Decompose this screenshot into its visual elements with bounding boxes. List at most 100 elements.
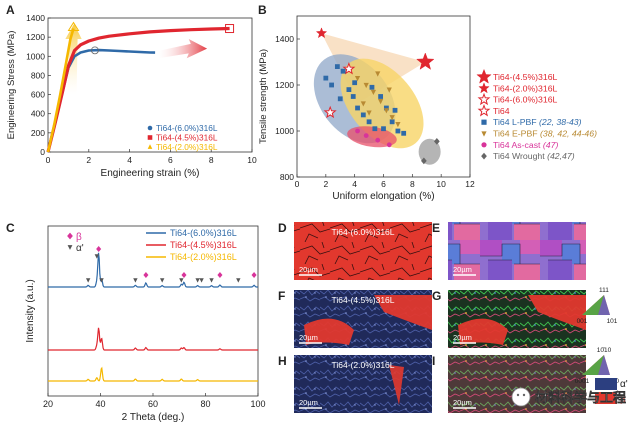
data-point (372, 126, 378, 132)
micrograph-h: H Ti64-(2.0%)316L 20µm (278, 354, 432, 413)
x-axis-label: 2 Theta (deg.) (122, 412, 185, 423)
alpha-peak-marker (159, 278, 165, 283)
ipf-label-top: 111 (599, 287, 609, 294)
y-tick-label: 1200 (275, 80, 294, 90)
micrograph-d: D Ti64-(6.0%)316L 20µm (278, 221, 432, 280)
data-point (360, 101, 366, 107)
wechat-icon-eye (522, 393, 526, 397)
data-point (323, 75, 329, 81)
legend-beta-marker (67, 232, 73, 240)
beta-legend-label: β (620, 394, 626, 405)
x-tick-label: 2 (323, 179, 328, 189)
ipf-triangle-green (582, 355, 604, 375)
beta-peak-marker (181, 272, 187, 278)
micrograph-label: Ti64-(6.0%)316L (332, 227, 395, 237)
data-point (375, 71, 381, 77)
legend-reference: (47) (540, 140, 558, 150)
panel-letter-g: G (432, 289, 441, 303)
plot-frame (47, 17, 253, 153)
legend-label: Ti64 L-PBF (22, 38-43) (493, 117, 582, 127)
legend-marker (147, 135, 153, 140)
ipf-label-left: 001 (577, 318, 588, 325)
x-tick-label: 10 (436, 179, 446, 189)
x-tick-label: 8 (410, 179, 415, 189)
y-tick-label: 400 (31, 109, 45, 119)
micrograph-f: F Ti64-(4.5%)316L 20µm (278, 289, 432, 348)
y-axis-label: Tensile strength (MPa) (258, 49, 269, 144)
alpha-peak-marker (99, 278, 104, 283)
data-point (369, 84, 375, 90)
wechat-icon-eye (516, 393, 520, 397)
alpha-peak-marker (85, 278, 91, 283)
x-tick-label: 60 (148, 399, 158, 409)
data-point (363, 82, 369, 89)
legend-marker (476, 68, 492, 84)
beta-peak-marker (96, 246, 102, 252)
legend-label: Ti64-(6.0%)316L (493, 95, 558, 105)
ipf-label-left: 0001 (575, 378, 590, 385)
data-point (378, 99, 384, 105)
alpha-peak-marker (195, 278, 200, 283)
y-tick-label: 1400 (275, 34, 294, 44)
data-point (416, 52, 435, 70)
y-tick-label: 1000 (275, 126, 294, 136)
legend-label: Ti64-(4.5%)316L (156, 133, 218, 143)
legend-series-name: Ti64-(4.5%)316L (493, 72, 558, 82)
legend-marker (481, 152, 487, 160)
scale-bar-label: 20µm (453, 333, 472, 342)
y-tick-label: 0 (40, 147, 45, 157)
x-tick-label: 8 (209, 155, 214, 165)
data-point (386, 87, 392, 93)
data-point (395, 122, 401, 128)
panel-letter-c: C (6, 221, 15, 235)
y-axis-label: Engineering Stress (MPa) (6, 31, 17, 140)
beta-peak-marker (143, 272, 149, 278)
beta-phase-region (374, 295, 432, 330)
legend-label: Ti64-(6.0%)316L (156, 123, 218, 133)
legend-marker (147, 125, 153, 131)
data-point (401, 130, 407, 136)
data-point (350, 94, 356, 99)
series-end-marker (67, 21, 80, 32)
data-point (433, 137, 440, 145)
micrograph-label: Ti64-(2.0%)316L (332, 360, 395, 370)
xrd-pattern-1 (48, 252, 258, 288)
x-tick-label: 2 (86, 155, 91, 165)
y-tick-label: 1000 (26, 51, 45, 61)
y-axis-label: Intensity (a.u.) (25, 279, 36, 342)
x-tick-label: 12 (465, 179, 475, 189)
panel-letter-a: A (6, 3, 15, 17)
alpha-peak-marker (199, 278, 204, 283)
data-point (389, 115, 395, 121)
data-point (346, 87, 352, 92)
x-axis-label: Uniform elongation (%) (332, 191, 434, 202)
legend-marker (478, 82, 490, 94)
legend-marker (481, 119, 487, 125)
data-point (342, 62, 356, 75)
scale-bar-label: 20µm (299, 265, 318, 274)
y-tick-label: 1200 (26, 32, 45, 42)
alpha-swatch (595, 378, 617, 390)
legend-series-name: Ti64 (493, 106, 510, 116)
series-end-marker (91, 46, 99, 55)
trend-arrow-red (158, 39, 208, 59)
watermark: 材料科学与工程 (511, 387, 626, 407)
x-tick-label: 10 (247, 155, 257, 165)
data-point (366, 110, 372, 116)
phase-color-legend: α' β (595, 378, 628, 405)
data-point (340, 68, 346, 74)
legend-label: Ti64-(2.0%)316L (170, 252, 237, 262)
alpha-legend-label: α' (620, 379, 628, 390)
scale-bar-label: 20µm (299, 333, 318, 342)
micrograph-g: G 20µm (432, 289, 586, 348)
panel-letter-f: F (278, 289, 285, 303)
beta-swatch (595, 392, 617, 404)
panel-letter-h: H (278, 354, 287, 368)
x-tick-label: 80 (200, 399, 210, 409)
x-tick-label: 0 (295, 179, 300, 189)
legend-series-name: Ti64-(6.0%)316L (493, 95, 558, 105)
data-point (378, 94, 384, 99)
legend-label: Ti64-(6.0%)316L (170, 228, 237, 238)
legend-label: Ti64 E-PBF (38, 42, 44-46) (493, 129, 597, 139)
legend-marker (477, 92, 491, 106)
